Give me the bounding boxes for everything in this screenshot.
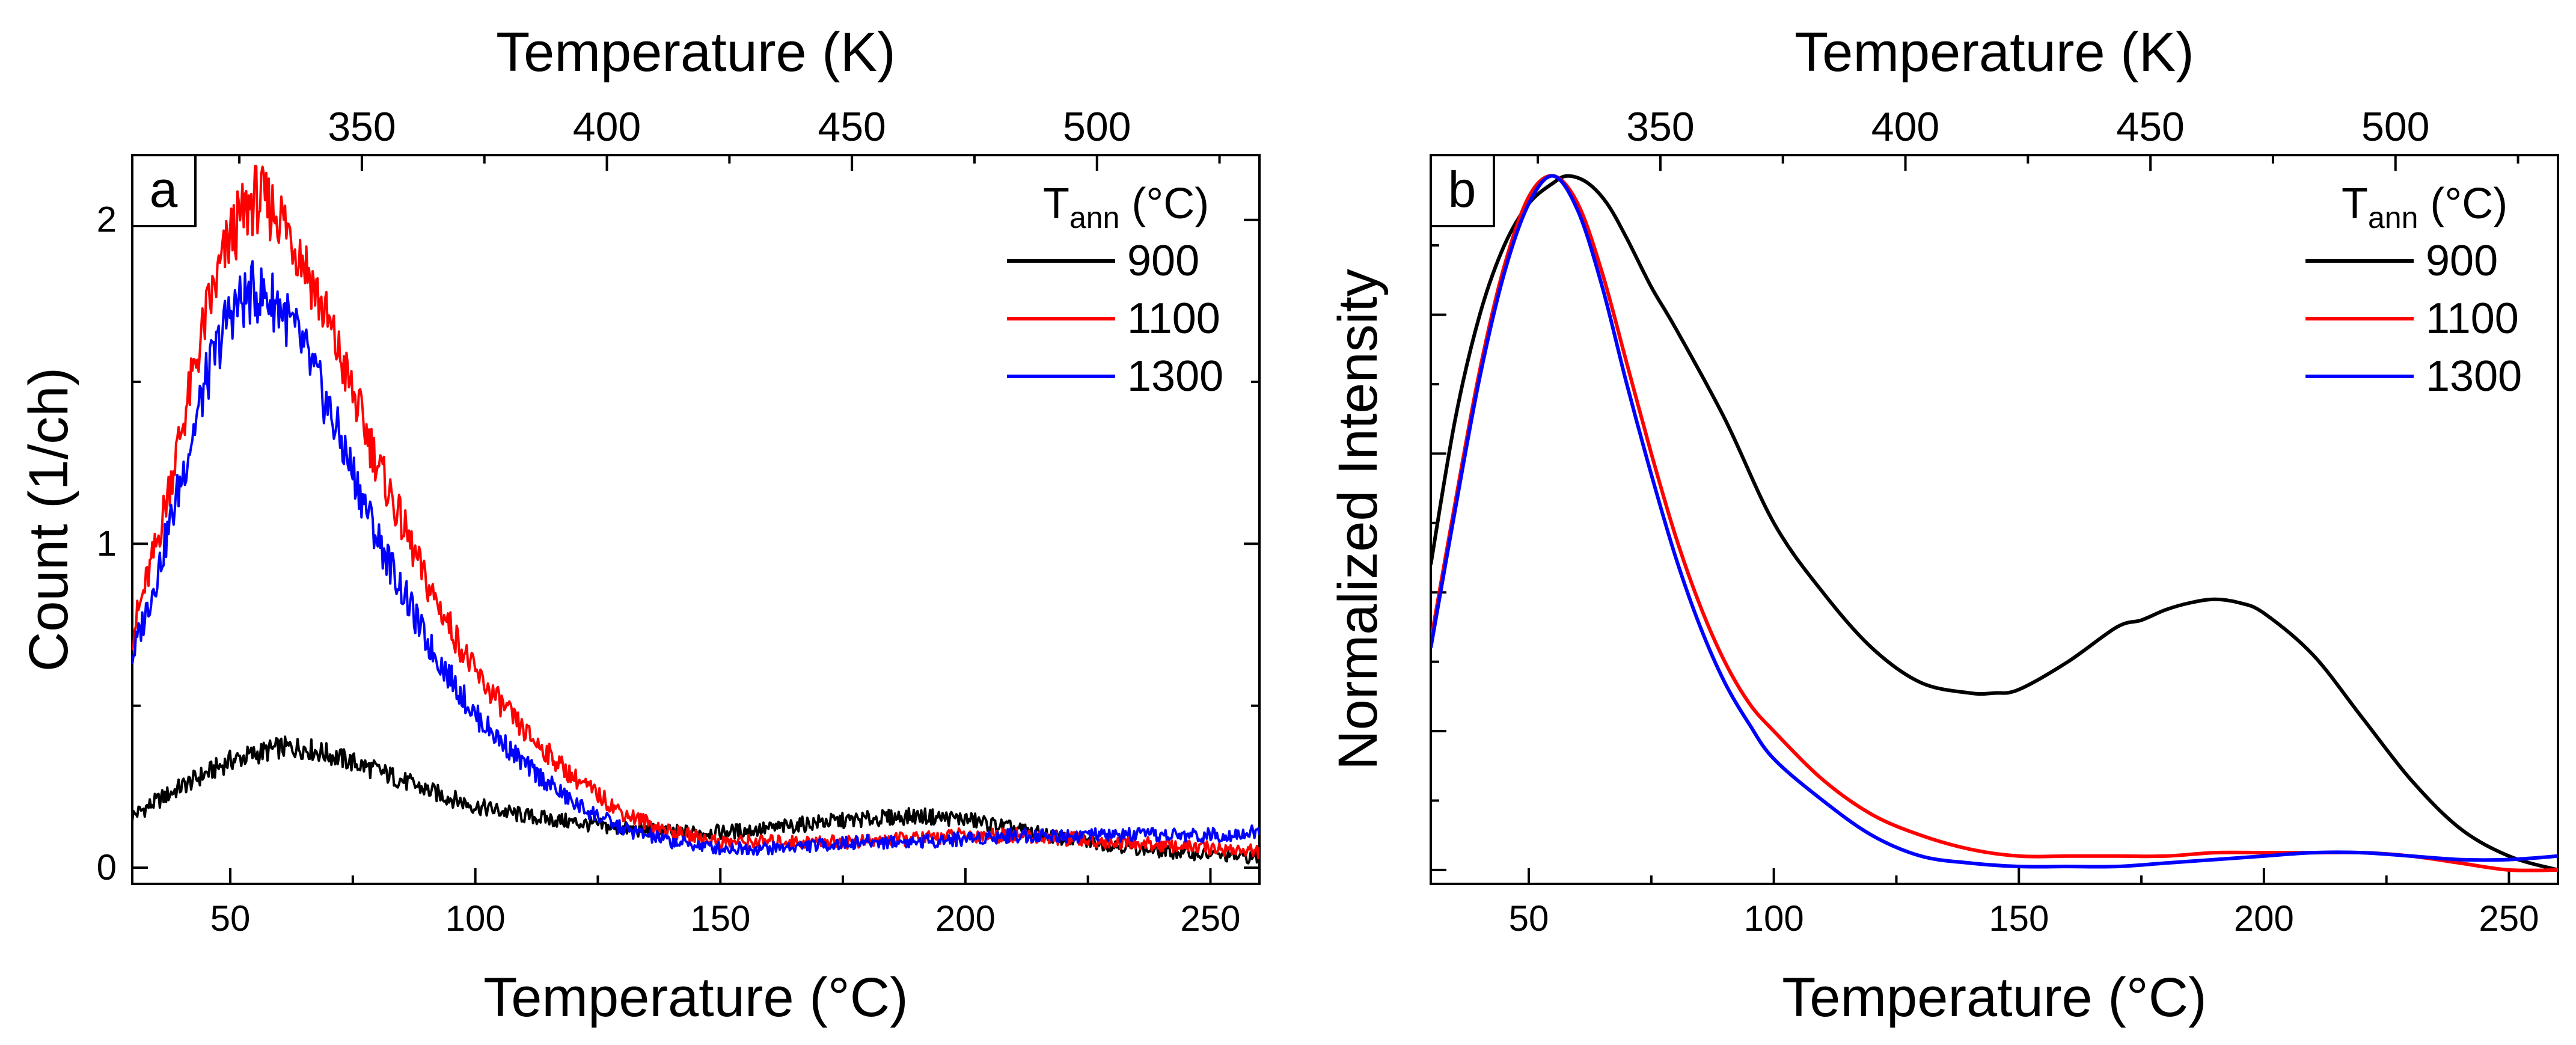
y-axis-title: Count (1/ch) xyxy=(18,367,79,672)
panel-label: b xyxy=(1448,161,1476,218)
x2-tick-label: 350 xyxy=(328,104,396,150)
x2-axis-title: Temperature (K) xyxy=(496,22,896,83)
x2-tick-label: 350 xyxy=(1626,104,1694,150)
x-tick-label: 250 xyxy=(2479,898,2539,939)
x-tick-label: 150 xyxy=(690,898,750,939)
panel-label-box xyxy=(1430,154,1495,227)
x-tick-label: 50 xyxy=(210,898,251,939)
panel-label-box xyxy=(131,154,197,227)
plot-frame xyxy=(1430,154,2559,885)
plot-frame xyxy=(131,154,1261,885)
x2-tick-label: 500 xyxy=(1063,104,1131,150)
panel-b-chart: 50 100 150 200 250 350 400 450 500 Temperature (°… xyxy=(1327,22,2559,1028)
legend-entry-1300: 1300 xyxy=(2426,352,2522,400)
y-tick-label: 0 xyxy=(97,847,117,887)
x-tick-label: 200 xyxy=(2234,898,2294,939)
legend-entry-1100: 1100 xyxy=(1127,295,1220,343)
x-tick-label: 250 xyxy=(1180,898,1240,939)
x2-tick-label: 500 xyxy=(2361,104,2429,150)
x-tick-label: 50 xyxy=(1509,898,1549,939)
series-line-900 xyxy=(132,735,1259,865)
legend-entry-900: 900 xyxy=(1127,237,1199,285)
x2-tick-label: 400 xyxy=(1871,104,1939,150)
x-tick-label: 200 xyxy=(935,898,996,939)
legend-title: Tann (°C) xyxy=(2342,180,2507,234)
y-tick-label: 2 xyxy=(97,200,117,240)
y-tick-label: 1 xyxy=(97,523,117,563)
x2-tick-label: 450 xyxy=(818,104,886,150)
series-line-900 xyxy=(1431,174,2558,872)
x2-axis-title: Temperature (K) xyxy=(1794,22,2194,83)
x2-tick-label: 450 xyxy=(2116,104,2184,150)
legend-title: Tann (°C) xyxy=(1043,180,1209,234)
x-tick-label: 100 xyxy=(445,898,506,939)
legend-entry-1100: 1100 xyxy=(2426,295,2519,343)
series-line-1100 xyxy=(132,165,1259,859)
legend-entry-900: 900 xyxy=(2426,237,2498,285)
panel-a-chart: 50 100 150 200 250 350 400 450 500 0 1 2 Temperature… xyxy=(18,22,1261,1028)
series-line-1300 xyxy=(132,260,1259,856)
series-line-1300 xyxy=(1431,174,2558,869)
x-tick-label: 100 xyxy=(1744,898,1804,939)
x-axis-title: Temperature (°C) xyxy=(1782,967,2207,1028)
x-axis-title: Temperature (°C) xyxy=(483,967,908,1028)
legend-entry-1300: 1300 xyxy=(1127,352,1223,400)
y-axis-title: Normalized Intensity xyxy=(1327,269,1389,770)
x-tick-label: 150 xyxy=(1989,898,2049,939)
x2-tick-label: 400 xyxy=(573,104,641,150)
panel-label: a xyxy=(150,161,178,218)
